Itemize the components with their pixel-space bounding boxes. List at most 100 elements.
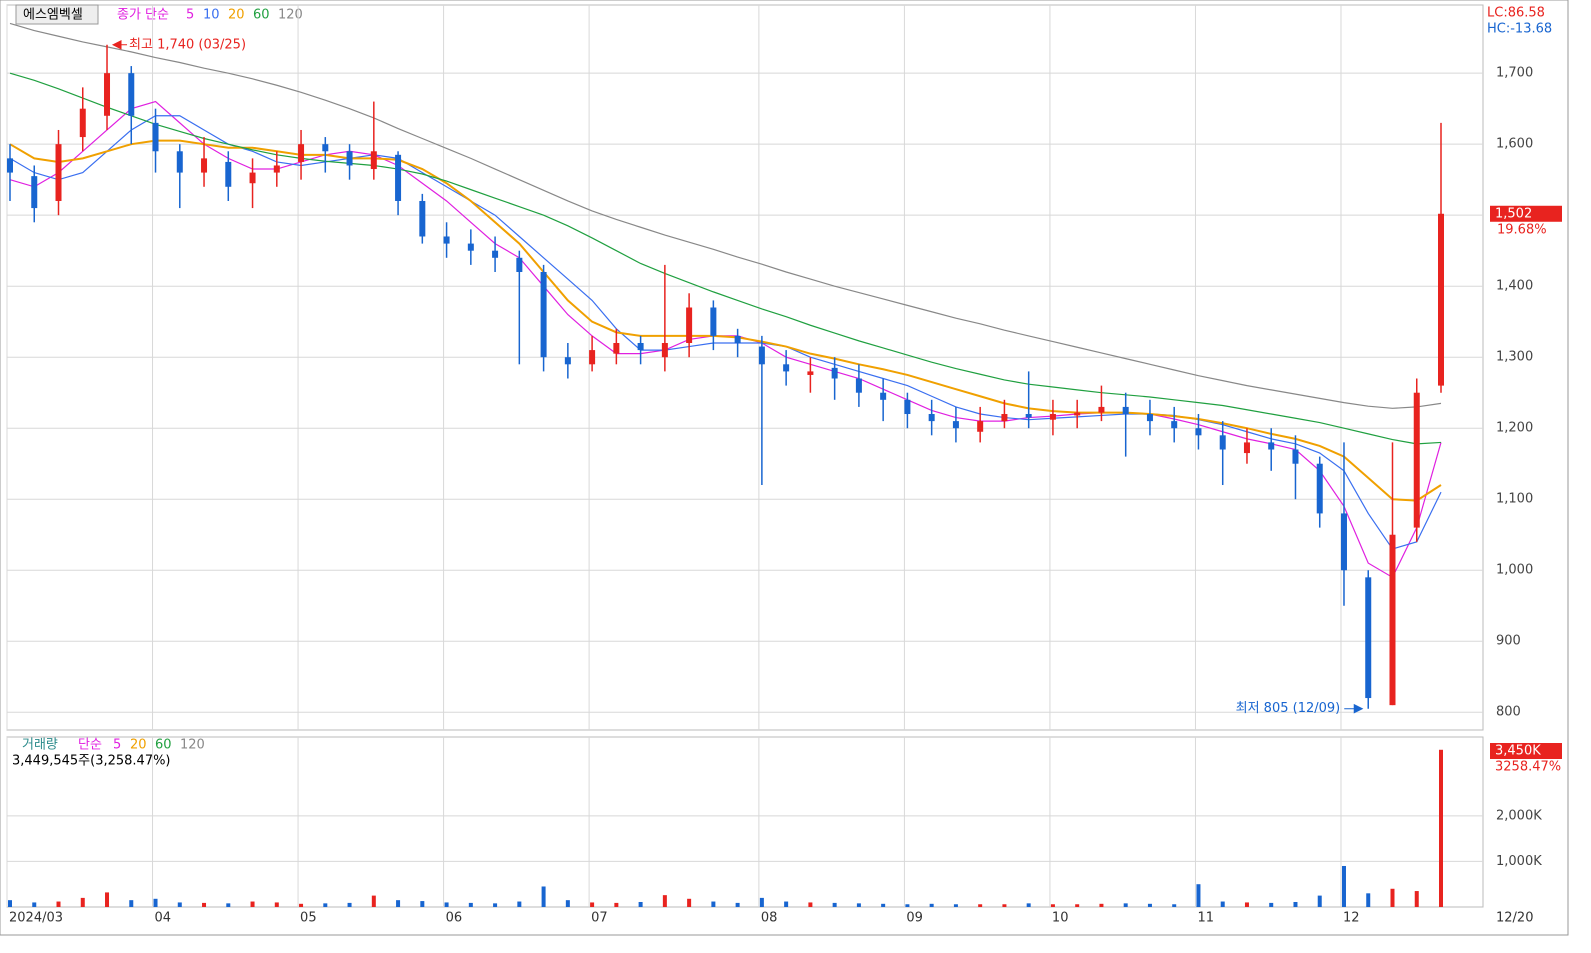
- x-tick-label: 07: [591, 911, 608, 926]
- candle-body: [370, 151, 377, 170]
- legend-entry: 120: [180, 738, 205, 753]
- volume-bar: [808, 902, 813, 907]
- volume-bar: [759, 897, 764, 907]
- legend-entry: 20: [228, 8, 245, 23]
- volume-bar: [153, 898, 158, 907]
- volume-bar: [978, 904, 983, 907]
- x-tick-label: 08: [761, 911, 778, 926]
- candle-body: [952, 421, 959, 429]
- candle-body: [322, 144, 329, 152]
- volume-box: [1490, 743, 1562, 759]
- volume-bar: [56, 901, 61, 907]
- volume-bar: [1293, 901, 1298, 907]
- volume-bar: [1341, 865, 1346, 907]
- y-tick-label: 1,000: [1496, 563, 1533, 578]
- volume-bar: [8, 900, 12, 907]
- hc-label: HC:-13.68: [1487, 22, 1552, 37]
- volume-bar: [1123, 903, 1128, 907]
- volume-bar: [1002, 904, 1007, 907]
- candle-body: [758, 346, 765, 365]
- candle-body: [613, 343, 620, 354]
- candle-body: [492, 250, 499, 258]
- volume-bar: [711, 901, 716, 907]
- volume-bar: [517, 901, 522, 907]
- volume-bar: [396, 900, 401, 907]
- volume-bar: [468, 902, 473, 907]
- annotation: 최저 805 (12/09): [1236, 701, 1341, 716]
- x-tick-label: 10: [1052, 911, 1069, 926]
- x-tick-label: 09: [906, 911, 923, 926]
- candle-body: [395, 154, 402, 201]
- x-tick-label: 2024/03: [9, 911, 63, 926]
- candle-body: [1001, 414, 1008, 422]
- legend-entry: 20: [130, 738, 147, 753]
- candle-body: [1074, 412, 1081, 416]
- candle-body: [7, 158, 13, 173]
- y-tick-label: 1,300: [1496, 350, 1533, 365]
- candle-body: [225, 161, 232, 187]
- candle-body: [540, 271, 547, 358]
- lc-label: LC:86.58: [1487, 6, 1545, 21]
- y-tick-label: 1,400: [1496, 279, 1533, 294]
- candle-body: [686, 307, 693, 344]
- legend-entry: 60: [155, 738, 172, 753]
- volume-bar: [371, 895, 376, 907]
- volume-bar: [565, 900, 570, 907]
- candle-body: [1365, 577, 1372, 699]
- volume-bar: [1244, 902, 1249, 907]
- volume-bar: [1196, 884, 1201, 907]
- y-tick-label: 2,000K: [1496, 808, 1542, 823]
- volume-bar: [420, 901, 425, 907]
- candle-body: [1340, 513, 1347, 571]
- legend-entry: 5: [113, 738, 121, 753]
- volume-bar: [1147, 903, 1152, 907]
- volume-bar: [1075, 904, 1080, 907]
- candle-body: [128, 73, 135, 116]
- x-tick-label: 05: [300, 911, 317, 926]
- candle-body: [298, 144, 305, 162]
- volume-bar: [1099, 903, 1104, 907]
- volume-ma-label: 단순: [78, 738, 102, 753]
- x-tick-label: 04: [155, 911, 172, 926]
- volume-bar: [784, 901, 789, 907]
- last-date: 12/20: [1496, 911, 1533, 926]
- volume-bar: [1317, 895, 1322, 907]
- candle-body: [1122, 406, 1129, 415]
- volume-bar: [226, 903, 231, 907]
- legend-entry: 120: [278, 8, 303, 23]
- volume-bar: [638, 901, 643, 907]
- volume-bar: [129, 900, 134, 907]
- stock-box[interactable]: [15, 4, 99, 25]
- ma-label: 종가 단순: [117, 8, 169, 23]
- candle-body: [1438, 213, 1444, 386]
- volume-bar: [250, 901, 255, 907]
- ma-line: [9, 72, 1442, 445]
- candle-body: [1268, 442, 1275, 450]
- volume-bar: [687, 898, 692, 907]
- y-tick-label: 1,100: [1496, 492, 1533, 507]
- volume-bar: [105, 892, 110, 907]
- volume-title: 거래량: [22, 738, 58, 753]
- candle-body: [249, 172, 256, 184]
- volume-bar: [274, 902, 279, 907]
- candle-body: [152, 122, 159, 152]
- volume-bar: [905, 904, 910, 907]
- candle-body: [807, 371, 814, 375]
- candle-body: [734, 335, 741, 344]
- y-tick-label: 1,000K: [1496, 854, 1542, 869]
- arrow: [1344, 703, 1364, 714]
- candle-body: [201, 158, 208, 173]
- volume-bar: [1269, 902, 1274, 907]
- y-tick-label: 900: [1496, 634, 1521, 649]
- candle-body: [55, 144, 62, 201]
- price-label: 1,502: [1495, 206, 1532, 221]
- candle-body: [880, 392, 887, 400]
- volume-bar: [929, 903, 934, 907]
- candle-body: [1413, 392, 1420, 528]
- candle-body: [1219, 435, 1226, 450]
- volume-info: 3,449,545주(3,258.47%): [12, 754, 171, 769]
- volume-bar: [1220, 901, 1225, 907]
- volume-bar: [856, 903, 861, 907]
- candle-body: [104, 73, 111, 116]
- volume-bar: [80, 897, 85, 907]
